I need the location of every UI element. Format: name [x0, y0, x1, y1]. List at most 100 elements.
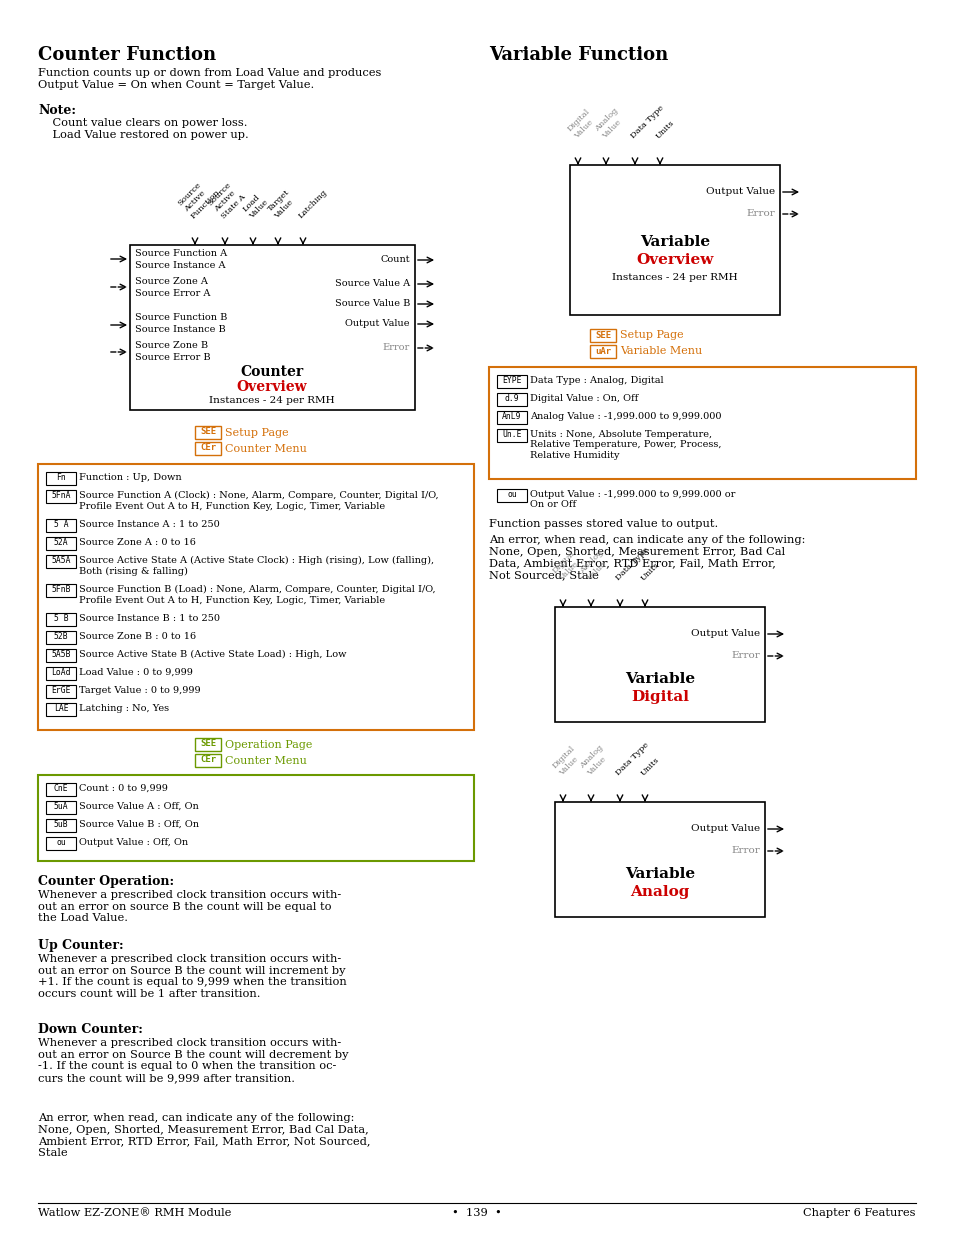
- Text: 5uA: 5uA: [53, 802, 69, 811]
- Text: Digital Value : On, Off: Digital Value : On, Off: [530, 394, 638, 403]
- Bar: [46, 685, 76, 698]
- Text: Source Function A (Clock) : None, Alarm, Compare, Counter, Digital I/O,
Profile : Source Function A (Clock) : None, Alarm,…: [79, 492, 438, 510]
- Text: Function passes stored value to output.: Function passes stored value to output.: [489, 519, 718, 529]
- Text: Source Value A : Off, On: Source Value A : Off, On: [79, 802, 198, 811]
- Text: Source Instance A: Source Instance A: [135, 261, 225, 270]
- Text: AnL9: AnL9: [501, 412, 521, 421]
- Text: Analog
Value: Analog Value: [578, 743, 611, 777]
- Text: Source Value B: Source Value B: [335, 299, 410, 308]
- Text: SEE: SEE: [595, 331, 611, 340]
- Bar: [46, 703, 76, 716]
- Bar: [46, 613, 76, 626]
- Text: Un.E: Un.E: [501, 430, 521, 438]
- Text: An error, when read, can indicate any of the following:
None, Open, Shorted, Mea: An error, when read, can indicate any of…: [38, 1113, 370, 1157]
- Text: An error, when read, can indicate any of the following:
None, Open, Shorted, Mea: An error, when read, can indicate any of…: [489, 535, 804, 579]
- Text: Variable: Variable: [624, 867, 695, 881]
- Text: ErGE: ErGE: [51, 685, 71, 695]
- Text: Digital
Value: Digital Value: [550, 745, 582, 777]
- Bar: [46, 555, 76, 568]
- Bar: [497, 429, 526, 442]
- Text: uAr: uAr: [595, 347, 611, 356]
- Text: SEE: SEE: [200, 740, 215, 748]
- Text: Analog
Value: Analog Value: [578, 550, 611, 582]
- Bar: [497, 489, 526, 501]
- Bar: [569, 165, 780, 315]
- Text: Source Error A: Source Error A: [135, 289, 211, 298]
- Text: Units: Units: [639, 561, 660, 582]
- Bar: [194, 755, 221, 767]
- Text: Units: Units: [654, 119, 676, 140]
- Text: Target
Value: Target Value: [266, 189, 297, 220]
- Text: Source Instance A : 1 to 250: Source Instance A : 1 to 250: [79, 520, 219, 529]
- Text: Source Zone A: Source Zone A: [135, 277, 208, 287]
- Text: CnE: CnE: [53, 784, 69, 793]
- Bar: [497, 411, 526, 424]
- Text: Output Value: Output Value: [690, 629, 760, 638]
- Text: Counter Operation:: Counter Operation:: [38, 876, 174, 888]
- Text: Counter Menu: Counter Menu: [225, 443, 307, 453]
- Text: Source Zone B: Source Zone B: [135, 341, 208, 350]
- Text: Setup Page: Setup Page: [619, 331, 683, 341]
- Text: Source
Active
Function: Source Active Function: [176, 174, 221, 220]
- Bar: [589, 345, 616, 358]
- Text: Count value clears on power loss.
    Load Value restored on power up.: Count value clears on power loss. Load V…: [38, 119, 249, 140]
- Bar: [46, 783, 76, 797]
- Text: Function : Up, Down: Function : Up, Down: [79, 473, 181, 482]
- Bar: [46, 537, 76, 550]
- Text: Digital
Value: Digital Value: [565, 107, 598, 140]
- Text: 5uB: 5uB: [53, 820, 69, 829]
- Text: Variable Function: Variable Function: [489, 46, 667, 64]
- Text: Function counts up or down from Load Value and produces
Output Value = On when C: Function counts up or down from Load Val…: [38, 68, 381, 90]
- Text: Output Value : Off, On: Output Value : Off, On: [79, 839, 188, 847]
- Text: Latching : No, Yes: Latching : No, Yes: [79, 704, 169, 713]
- Text: Error: Error: [731, 846, 760, 855]
- Text: Analog Value : -1,999.000 to 9,999.000: Analog Value : -1,999.000 to 9,999.000: [530, 412, 720, 421]
- Text: Operation Page: Operation Page: [225, 740, 312, 750]
- Bar: [46, 837, 76, 850]
- Text: LAE: LAE: [53, 704, 69, 713]
- Text: Note:: Note:: [38, 104, 76, 117]
- Text: Variable: Variable: [624, 672, 695, 685]
- Text: 5 B: 5 B: [53, 614, 69, 622]
- Text: Counter Function: Counter Function: [38, 46, 216, 64]
- Text: Output Value: Output Value: [705, 186, 774, 196]
- Text: Digital: Digital: [630, 690, 688, 704]
- Bar: [589, 329, 616, 342]
- Bar: [489, 367, 915, 479]
- Text: 5 A: 5 A: [53, 520, 69, 529]
- Bar: [46, 802, 76, 814]
- Text: 52B: 52B: [53, 632, 69, 641]
- Bar: [38, 776, 474, 861]
- Text: Units : None, Absolute Temperature,
Relative Temperature, Power, Process,
Relati: Units : None, Absolute Temperature, Rela…: [530, 430, 720, 459]
- Text: Source Function B (Load) : None, Alarm, Compare, Counter, Digital I/O,
Profile E: Source Function B (Load) : None, Alarm, …: [79, 585, 436, 604]
- Text: Source Instance B : 1 to 250: Source Instance B : 1 to 250: [79, 614, 220, 622]
- Bar: [46, 490, 76, 503]
- Text: Instances - 24 per RMH: Instances - 24 per RMH: [612, 273, 737, 282]
- Text: Source Value B : Off, On: Source Value B : Off, On: [79, 820, 199, 829]
- Text: Digital
Value: Digital Value: [550, 550, 582, 582]
- Bar: [38, 464, 474, 730]
- Text: Source
Active
State A: Source Active State A: [206, 179, 247, 220]
- Text: Output Value : -1,999.000 to 9,999.000 or
On or Off: Output Value : -1,999.000 to 9,999.000 o…: [530, 490, 735, 509]
- Text: Data Type: Data Type: [629, 104, 665, 140]
- Text: Source Zone B : 0 to 16: Source Zone B : 0 to 16: [79, 632, 196, 641]
- Text: Counter Menu: Counter Menu: [225, 756, 307, 766]
- Text: Source Active State A (Active State Clock) : High (rising), Low (falling),
Both : Source Active State A (Active State Cloc…: [79, 556, 434, 576]
- Text: Counter: Counter: [240, 366, 303, 379]
- Text: EYPE: EYPE: [501, 375, 521, 385]
- Text: Source Zone A : 0 to 16: Source Zone A : 0 to 16: [79, 538, 195, 547]
- Text: 5FnB: 5FnB: [51, 585, 71, 594]
- Bar: [194, 426, 221, 438]
- Text: Load
Value: Load Value: [240, 191, 269, 220]
- Text: 52A: 52A: [53, 538, 69, 547]
- Text: Source Value A: Source Value A: [335, 279, 410, 288]
- Bar: [130, 245, 415, 410]
- Text: Latching: Latching: [297, 188, 329, 220]
- Text: Analog
Value: Analog Value: [593, 107, 626, 140]
- Text: d.9: d.9: [504, 394, 518, 403]
- Text: Source Instance B: Source Instance B: [135, 325, 226, 333]
- Text: Variable: Variable: [639, 235, 709, 249]
- Text: CEr: CEr: [200, 443, 215, 452]
- Bar: [46, 472, 76, 485]
- Bar: [497, 375, 526, 388]
